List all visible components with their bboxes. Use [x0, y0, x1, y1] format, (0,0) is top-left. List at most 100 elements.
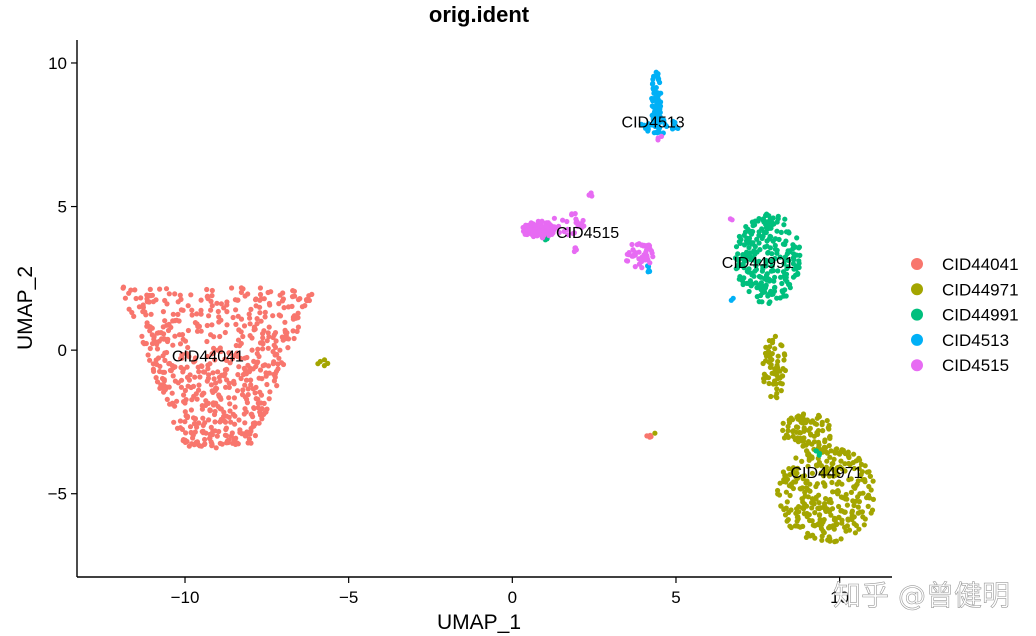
point-cid44971 — [788, 507, 794, 513]
point-cid44971 — [785, 423, 791, 430]
point-cid44971 — [860, 490, 866, 496]
point-cid44971 — [812, 535, 818, 541]
point-cid44041 — [204, 322, 210, 329]
point-cid44991 — [744, 250, 750, 256]
point-cid44041 — [192, 374, 198, 380]
point-cid44971 — [838, 458, 844, 464]
point-cid44991 — [778, 274, 784, 280]
point-cid44971 — [846, 527, 853, 533]
point-layer — [120, 69, 877, 545]
point-cid44971 — [766, 338, 773, 344]
point-cid44971 — [826, 534, 832, 540]
point-cid44971 — [865, 503, 871, 509]
point-cid44041 — [281, 305, 287, 311]
point-cid44971 — [843, 491, 849, 498]
point-cid44971 — [842, 509, 848, 515]
point-cid44041 — [182, 409, 188, 415]
point-cid44041 — [186, 443, 192, 449]
point-cid44971 — [851, 465, 857, 472]
point-cid44041 — [164, 301, 170, 307]
x-tick-label: −10 — [171, 588, 200, 607]
point-cid44971 — [805, 530, 811, 536]
point-cid44971 — [793, 424, 800, 430]
point-cid44971 — [809, 470, 816, 476]
point-cid44971 — [775, 353, 781, 359]
point-cid4515 — [636, 261, 643, 267]
point-cid44971 — [820, 428, 826, 434]
point-cid44041 — [227, 360, 233, 366]
point-cid44971 — [786, 420, 793, 426]
point-cid44971 — [820, 504, 826, 510]
point-cid44991 — [774, 228, 780, 234]
point-cid44041 — [246, 436, 252, 442]
legend-key-cid44971 — [911, 283, 923, 296]
point-cid44041 — [270, 361, 276, 367]
point-cid44971 — [805, 463, 811, 469]
point-cid44991 — [764, 238, 770, 244]
point-cid44041 — [253, 384, 259, 390]
point-cid44041 — [184, 350, 190, 356]
point-cid44971 — [807, 481, 813, 487]
point-cid44971 — [847, 462, 853, 468]
point-cid44971 — [809, 496, 816, 502]
point-cid44041 — [250, 414, 256, 420]
point-cid44041 — [252, 297, 259, 303]
point-cid44991 — [772, 246, 779, 252]
point-cid4513 — [657, 109, 663, 116]
point-cid44041 — [213, 445, 219, 451]
point-cid44041 — [261, 400, 267, 406]
point-cid44041 — [179, 352, 185, 358]
point-cid44041 — [275, 361, 281, 367]
point-cid44991 — [772, 255, 778, 262]
point-cid44041 — [224, 438, 230, 444]
point-cid44041 — [180, 336, 186, 342]
point-cid44041 — [257, 310, 263, 316]
point-cid44041 — [257, 304, 263, 310]
point-cid44041 — [226, 380, 232, 386]
point-cid44991 — [769, 251, 775, 257]
point-cid44041 — [129, 309, 135, 316]
point-cid44971 — [793, 510, 799, 516]
point-cid4515 — [565, 232, 571, 238]
point-cid44971 — [321, 357, 328, 363]
point-cid44041 — [259, 416, 265, 422]
point-cid44041 — [276, 312, 282, 318]
point-cid44971 — [832, 539, 838, 545]
point-cid44041 — [140, 339, 146, 346]
point-cid44991 — [782, 216, 788, 222]
point-cid44041 — [235, 441, 241, 447]
point-cid44041 — [232, 413, 238, 419]
point-cid44971 — [853, 522, 860, 529]
point-cid44971 — [815, 439, 822, 445]
point-cid44041 — [228, 419, 234, 425]
point-cid44971 — [807, 488, 813, 494]
point-cid4513 — [672, 120, 678, 127]
point-cid44991 — [766, 300, 772, 306]
point-cid44041 — [205, 362, 211, 368]
point-cid44991 — [786, 249, 792, 255]
point-cid44991 — [768, 225, 774, 231]
point-cid44971 — [774, 372, 780, 378]
point-cid44041 — [285, 336, 292, 342]
point-cid44041 — [182, 419, 188, 425]
point-cid44041 — [178, 364, 184, 371]
point-cid44041 — [644, 433, 650, 439]
point-cid44041 — [252, 390, 258, 396]
point-cid44041 — [126, 290, 132, 296]
point-cid44041 — [264, 381, 270, 388]
point-cid4515 — [655, 135, 661, 141]
point-cid44041 — [285, 345, 291, 351]
point-cid44041 — [177, 418, 183, 424]
point-cid44041 — [241, 323, 248, 329]
point-cid44971 — [856, 466, 862, 472]
point-cid44041 — [214, 300, 220, 306]
point-cid44971 — [835, 489, 842, 495]
point-cid44041 — [234, 297, 240, 303]
cluster-label-cid44041: CID44041 — [172, 349, 244, 366]
point-cid44971 — [848, 489, 855, 495]
point-cid44991 — [751, 248, 757, 254]
point-cid4515 — [556, 229, 562, 236]
point-cid44971 — [853, 483, 859, 489]
point-cid44991 — [748, 228, 754, 235]
point-cid44991 — [772, 242, 778, 249]
